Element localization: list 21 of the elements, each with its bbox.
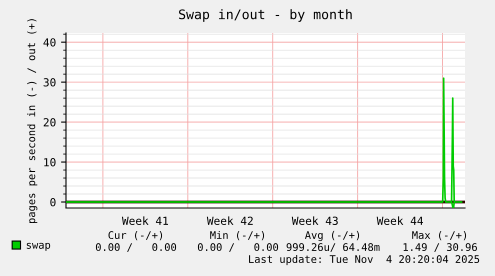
text: 999.26u/ 64.48m bbox=[286, 243, 380, 252]
y-tick-label: 10 bbox=[44, 158, 56, 166]
y-axis-title: pages per second in (-) / out (+) bbox=[27, 19, 38, 224]
text: 1.49 / 30.96 bbox=[404, 243, 477, 252]
text: 0.00 / 0.00 bbox=[198, 243, 278, 252]
x-tick-label: Week 43 bbox=[292, 216, 338, 225]
text: Last update: Tue Nov 4 20:20:04 2025 bbox=[249, 254, 480, 266]
chart-title: Swap in/out - by month bbox=[179, 9, 352, 22]
x-tick-label: Week 44 bbox=[376, 216, 424, 225]
text: Avg (-/+) bbox=[304, 230, 360, 242]
y-tick-label: 40 bbox=[43, 38, 56, 47]
x-tick-label: Week 42 bbox=[206, 216, 253, 225]
legend-label: swap bbox=[26, 242, 50, 251]
text: Max (-/+) bbox=[412, 231, 466, 240]
text: Min (-/+) bbox=[210, 230, 264, 240]
y-tick-label: 30 bbox=[44, 78, 56, 87]
text: Cur (-/+) bbox=[108, 231, 162, 240]
y-tick-label: 0 bbox=[50, 198, 56, 206]
y-tick-label: 20 bbox=[44, 118, 56, 127]
x-tick-label: Week 41 bbox=[122, 216, 168, 225]
text: 0.00 / 0.00 bbox=[96, 243, 176, 252]
